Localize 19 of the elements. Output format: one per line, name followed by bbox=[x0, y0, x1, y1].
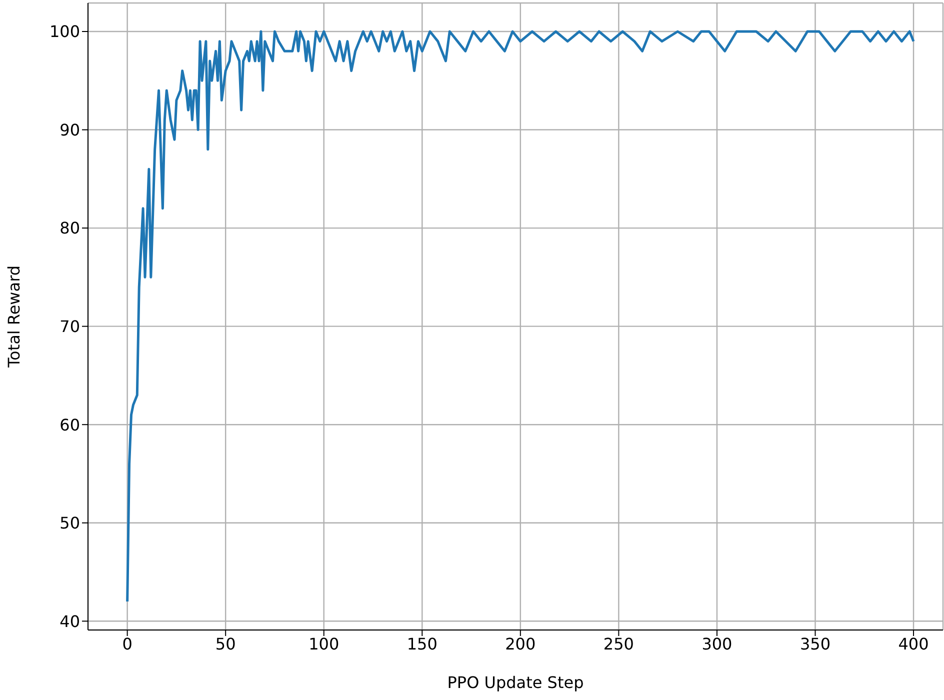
x-tick-label: 100 bbox=[308, 634, 340, 654]
y-axis-title: Total Reward bbox=[4, 265, 24, 369]
x-tick-label: 200 bbox=[505, 634, 536, 654]
x-tick-label: 50 bbox=[215, 634, 236, 654]
x-tick-label: 250 bbox=[603, 634, 634, 654]
y-tick-label: 80 bbox=[60, 218, 80, 238]
x-tick-label: 0 bbox=[122, 634, 132, 654]
y-tick-label: 90 bbox=[60, 120, 80, 140]
y-tick-label: 70 bbox=[60, 317, 80, 336]
y-tick-label: 50 bbox=[60, 514, 80, 533]
y-tick-label: 40 bbox=[60, 612, 80, 631]
x-tick-label: 300 bbox=[702, 634, 732, 654]
x-tick-label: 400 bbox=[898, 634, 929, 654]
y-tick-label: 60 bbox=[60, 415, 80, 434]
x-tick-label: 150 bbox=[406, 634, 438, 654]
x-tick-label: 350 bbox=[800, 634, 831, 654]
y-tick-label: 100 bbox=[49, 22, 80, 42]
x-axis-title: PPO Update Step bbox=[447, 673, 584, 692]
line-series bbox=[126, 30, 915, 603]
